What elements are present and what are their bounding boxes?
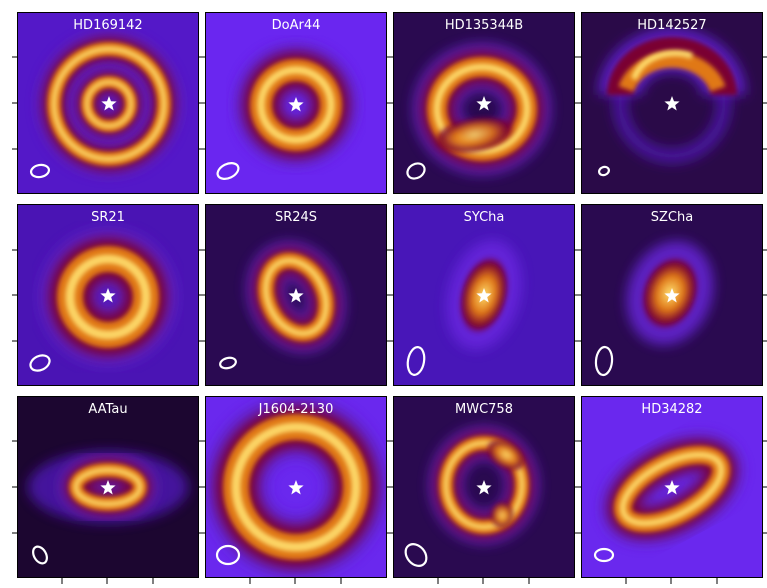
panel-label: HD169142 [73,18,143,33]
panel-label: SR21 [91,210,125,225]
beam-ellipse-icon [219,356,237,370]
beam-ellipse-icon [29,354,51,372]
disk-panel-szcha: SZCha [581,204,763,386]
disk-panel-j1604-2130: J1604-2130 [205,396,387,578]
beam-ellipse-icon [598,165,610,177]
disk-image [394,205,574,385]
disk-image [18,13,198,193]
panel-label: SZCha [650,210,694,225]
star-icon [476,96,492,111]
star-icon [288,288,304,303]
disk-panel-hd169142: HD169142 [17,12,199,194]
beam-ellipse-icon [29,163,51,179]
star-icon [664,288,680,303]
beam-ellipse-icon [406,346,426,376]
disk-image [582,205,762,385]
disk-panel-sr24s: SR24S [205,204,387,386]
panel-label: J1604-2130 [258,402,334,417]
disk-panel-hd135344b: HD135344B [393,12,575,194]
disk-image [18,205,198,385]
beam-ellipse-icon [216,162,240,180]
star-icon [101,96,117,111]
disk-panel-aatau: AATau [17,396,199,578]
panel-label: SYCha [463,210,505,225]
disk-panel-hd34282: HD34282 [581,396,763,578]
disk-image [582,397,762,577]
disk-image [206,397,386,577]
beam-ellipse-icon [406,162,426,180]
beam-ellipse-icon [215,544,241,566]
disk-image [582,13,762,193]
star-icon [288,480,304,495]
disk-panel-sr21: SR21 [17,204,199,386]
star-icon [476,288,492,303]
star-icon [476,480,492,495]
disk-image [394,13,574,193]
panel-label: SR24S [274,210,318,225]
panel-label: DoAr44 [271,18,321,33]
disk-panel-hd142527: HD142527 [581,12,763,194]
beam-ellipse-icon [32,545,48,565]
star-icon [100,288,116,303]
beam-ellipse-icon [404,543,428,567]
star-icon [288,97,304,112]
disk-image [394,397,574,577]
star-icon [100,480,116,495]
panel-label: HD142527 [637,18,707,33]
panel-label: AATau [88,402,128,417]
panel-label: MWC758 [455,402,513,417]
star-icon [664,480,680,495]
beam-ellipse-icon [593,547,615,563]
disk-panel-doar44: DoAr44 [205,12,387,194]
panel-label: HD34282 [641,402,703,417]
disk-image [206,13,386,193]
star-icon [664,96,680,111]
panel-label: HD135344B [444,18,524,33]
beam-ellipse-icon [594,345,614,377]
disk-panel-sycha: SYCha [393,204,575,386]
disk-image [206,205,386,385]
disk-panel-mwc758: MWC758 [393,396,575,578]
disk-image [18,397,198,577]
